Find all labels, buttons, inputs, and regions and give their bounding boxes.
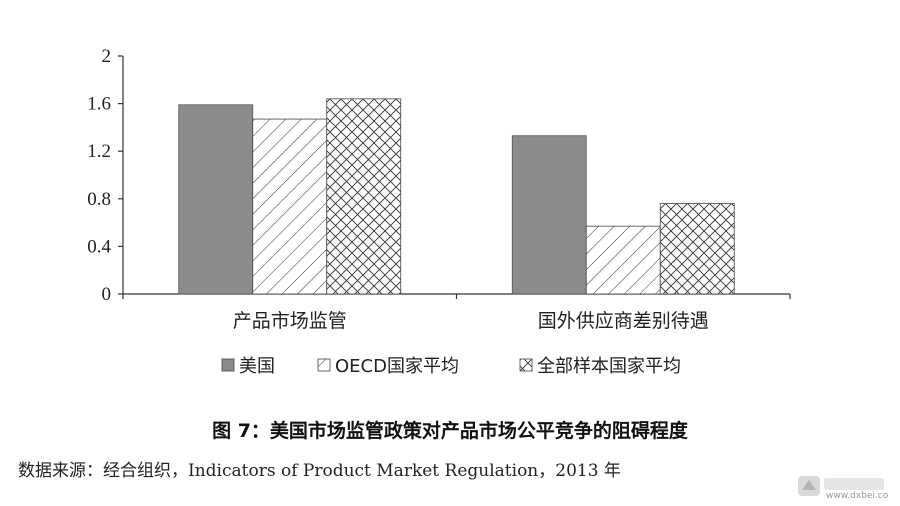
watermark-text: www.dxbei.com (826, 491, 888, 500)
legend-swatch-0 (221, 358, 235, 372)
y-tick-label: 1.6 (87, 94, 111, 115)
legend-label-2: 全部样本国家平均 (537, 356, 681, 377)
legend-swatch-2 (519, 358, 533, 372)
y-tick-label: 0 (102, 284, 112, 305)
legend-label-0: 美国 (239, 356, 275, 377)
bar-1-2 (659, 203, 735, 295)
x-axis (122, 293, 791, 299)
bar-1-1 (585, 225, 661, 295)
x-category-label: 国外供应商差别待遇 (538, 310, 709, 332)
bar-0-1 (252, 118, 328, 295)
y-tick-label: 2 (102, 46, 112, 67)
legend-swatch-1 (317, 358, 331, 372)
bar-1-0 (511, 135, 587, 295)
y-axis: 0 0.4 0.8 1.2 1.6 2 (87, 46, 124, 305)
source-note: 数据来源：经合组织，Indicators of Product Market R… (18, 461, 621, 481)
watermark-logo: www.dxbei.com (798, 476, 888, 500)
y-tick-label: 1.2 (87, 141, 111, 162)
bar-0-2 (326, 98, 402, 295)
y-tick-label: 0.8 (87, 189, 111, 210)
legend-label-1: OECD国家平均 (335, 356, 459, 377)
bar-0-0 (178, 104, 254, 295)
bars (178, 98, 735, 295)
bar-chart: 0 0.4 0.8 1.2 1.6 2 产品市场监管 国外供应商差别待遇 美国 OECD国家平… (87, 46, 791, 377)
x-category-label: 产品市场监管 (233, 310, 347, 332)
legend: 美国 OECD国家平均 全部样本国家平均 (221, 356, 681, 377)
y-tick-label: 0.4 (87, 236, 111, 257)
category-labels: 产品市场监管 国外供应商差别待遇 (233, 310, 709, 332)
figure-caption: 图 7：美国市场监管政策对产品市场公平竞争的阻碍程度 (212, 420, 688, 442)
